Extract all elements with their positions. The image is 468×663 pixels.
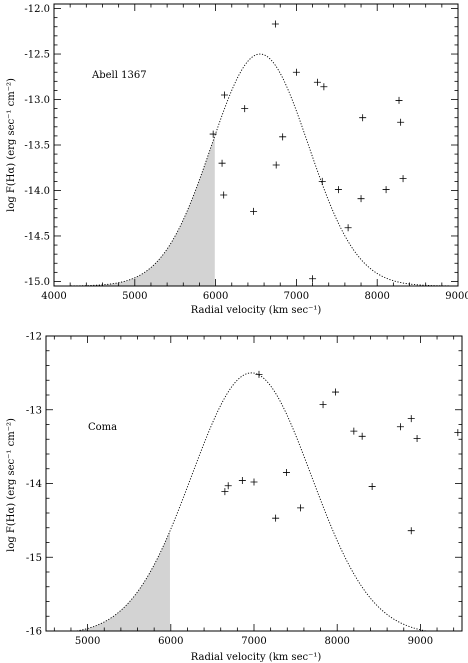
data-point xyxy=(332,388,340,396)
x-tick-label: 8000 xyxy=(364,291,389,302)
panel-label: Coma xyxy=(88,422,117,433)
data-point xyxy=(292,68,300,76)
data-point xyxy=(454,429,462,437)
data-point xyxy=(319,401,327,409)
y-tick-label: -16 xyxy=(26,627,42,638)
gaussian-curve-group xyxy=(76,372,427,632)
data-point xyxy=(241,105,249,113)
data-point xyxy=(271,20,279,28)
data-point xyxy=(320,83,328,91)
data-point xyxy=(238,477,246,485)
data-point xyxy=(350,427,358,435)
y-tick-label: -13 xyxy=(26,405,42,416)
y-axis-label: log F(Hα) (erg sec⁻¹ cm⁻²) xyxy=(6,418,17,552)
data-point xyxy=(218,159,226,167)
data-points xyxy=(221,370,462,535)
y-tick-label: -12.5 xyxy=(24,50,50,61)
data-point xyxy=(221,488,229,496)
plot-frame xyxy=(53,3,459,287)
data-point xyxy=(407,527,415,535)
x-tick-label: 7000 xyxy=(284,291,309,302)
x-tick-label: 7000 xyxy=(241,636,266,647)
x-tick-label: 6000 xyxy=(203,291,228,302)
data-point xyxy=(368,482,376,490)
data-point xyxy=(209,130,217,138)
data-point xyxy=(279,133,287,141)
x-tick-label: 5000 xyxy=(122,291,147,302)
data-point xyxy=(357,195,365,203)
y-tick-label: -13.5 xyxy=(24,141,50,152)
shaded-area xyxy=(46,531,170,631)
data-point xyxy=(395,96,403,104)
data-point xyxy=(313,78,321,86)
data-point xyxy=(272,161,280,169)
data-point xyxy=(399,175,407,183)
axis-ticks: 4000 5000 6000 7000 8000 9000 -15.0 -14.5 -14.0 -… xyxy=(24,4,468,302)
data-point xyxy=(318,177,326,185)
panel-abell-1367: 4000 5000 6000 7000 8000 9000 -15.0 -14.5 -14.0 -… xyxy=(6,3,468,316)
shaded-area xyxy=(54,135,215,286)
data-point xyxy=(220,191,228,199)
y-tick-label: -14 xyxy=(26,479,42,490)
y-axis-label: log F(Hα) (erg sec⁻¹ cm⁻²) xyxy=(6,78,17,212)
data-points xyxy=(209,20,407,283)
axis-ticks: 5000 6000 7000 8000 9000 -16 -15 -14 -13 -12 xyxy=(26,332,462,647)
data-point xyxy=(272,514,280,522)
y-tick-label: -15.0 xyxy=(24,277,50,288)
y-tick-label: -15 xyxy=(26,553,42,564)
x-tick-label: 8000 xyxy=(324,636,349,647)
x-tick-label: 4000 xyxy=(41,291,66,302)
shaded-region xyxy=(46,531,170,631)
data-point xyxy=(359,114,367,122)
shaded-region xyxy=(54,135,215,286)
x-tick-label: 5000 xyxy=(75,636,100,647)
y-tick-label: -14.0 xyxy=(24,186,50,197)
data-point xyxy=(282,468,290,476)
y-tick-label: -12 xyxy=(26,332,42,343)
data-point xyxy=(358,432,366,440)
gaussian-curve xyxy=(76,372,427,632)
gaussian-curve xyxy=(54,53,458,287)
x-axis-label: Radial velocity (km sec⁻¹) xyxy=(191,652,322,663)
data-point xyxy=(407,415,415,423)
data-point xyxy=(309,275,317,283)
data-point xyxy=(250,207,258,215)
data-point xyxy=(413,435,421,443)
data-point xyxy=(382,186,390,194)
x-tick-label: 9000 xyxy=(408,636,433,647)
y-tick-label: -14.5 xyxy=(24,231,50,242)
x-axis-label: Radial velocity (km sec⁻¹) xyxy=(191,305,322,316)
x-tick-label: 9000 xyxy=(445,291,468,302)
data-point xyxy=(344,224,352,232)
x-tick-label: 6000 xyxy=(158,636,183,647)
data-point xyxy=(334,186,342,194)
y-tick-label: -12.0 xyxy=(24,4,50,15)
panel-label: Abell 1367 xyxy=(91,70,147,81)
data-point xyxy=(224,482,232,490)
data-point xyxy=(220,91,228,99)
data-point xyxy=(396,423,404,431)
data-point xyxy=(397,118,405,126)
gaussian-curve-group xyxy=(54,53,458,287)
y-tick-label: -13.0 xyxy=(24,95,50,106)
data-point xyxy=(250,478,258,486)
data-point xyxy=(255,370,263,378)
data-point xyxy=(297,504,305,512)
panel-coma: 5000 6000 7000 8000 9000 -16 -15 -14 -13 -12 Coma… xyxy=(6,332,463,663)
